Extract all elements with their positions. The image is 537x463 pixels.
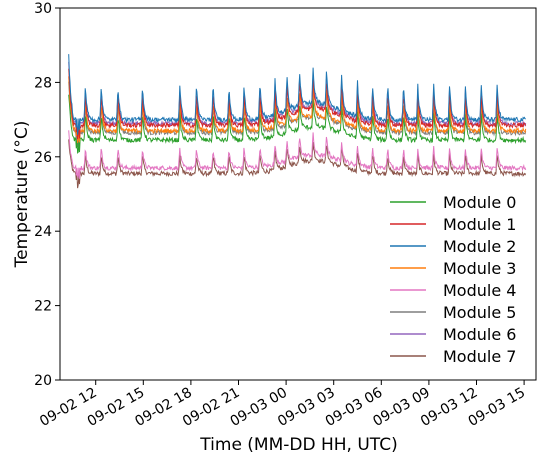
y-axis-label: Temperature (°C) [12, 121, 32, 269]
y-tick-label: 24 [34, 224, 52, 240]
series-line-module-0 [68, 94, 527, 154]
y-axis: 20 22 24 26 28 30 [34, 1, 60, 389]
y-tick-label: 26 [34, 150, 52, 166]
y-tick-label: 30 [34, 1, 52, 17]
legend-label: Module 1 [443, 215, 516, 234]
legend-label: Module 5 [443, 303, 516, 322]
legend-label: Module 2 [443, 237, 516, 256]
plot-frame [59, 7, 537, 381]
legend: Module 0 Module 1 Module 2 Module 3 Module 4… [390, 193, 516, 366]
y-tick-label: 20 [34, 373, 52, 389]
series-line-module-2 [68, 54, 526, 135]
legend-label: Module 0 [443, 193, 516, 212]
legend-label: Module 3 [443, 259, 516, 278]
y-tick-label: 28 [34, 75, 52, 91]
series-line-module-7 [68, 139, 527, 189]
legend-label: Module 4 [443, 281, 516, 300]
y-tick-label: 22 [34, 299, 52, 315]
x-axis-label: Time (MM-DD HH, UTC) [199, 435, 397, 455]
series-line-module-5 [68, 81, 527, 148]
series-layer [68, 54, 527, 189]
series-line-module-4 [68, 130, 527, 179]
legend-label: Module 6 [443, 325, 516, 344]
legend-label: Module 7 [443, 347, 516, 366]
